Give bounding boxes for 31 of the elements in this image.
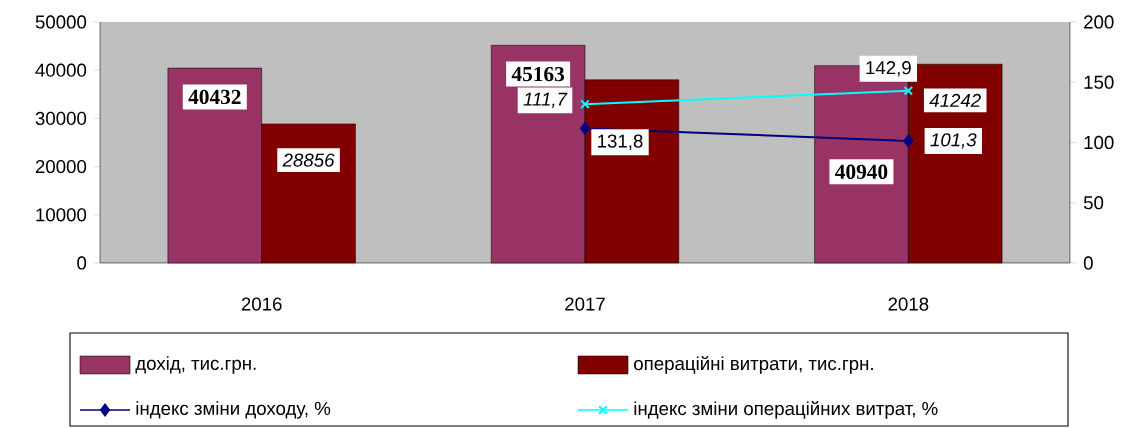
point: [903, 134, 914, 148]
x-tick-label: 2017: [565, 297, 605, 311]
data-label: 28856: [282, 153, 335, 167]
data-label: 101,3: [930, 133, 977, 149]
y2-tick-label: 0: [1083, 256, 1093, 270]
y2-tick-label: 100: [1084, 135, 1114, 150]
legend-label: операційні витрати, тис.грн.: [634, 356, 873, 374]
y-tick-label: 50000: [35, 15, 87, 29]
data-label: 111,7: [523, 92, 568, 108]
y-tick-label: 10000: [36, 208, 87, 222]
data-label: 142,9: [866, 61, 911, 77]
data-label: 41242: [929, 93, 981, 107]
point: [903, 86, 914, 96]
y-tick-label: 20000: [35, 159, 87, 174]
data-label: 40940: [835, 164, 888, 179]
y-tick-label: 40000: [35, 63, 87, 77]
data-label: 40432: [188, 89, 241, 105]
data-label: 131,8: [598, 134, 643, 150]
point: [580, 99, 590, 109]
y2-tick-label: 50: [1083, 196, 1104, 210]
point: [580, 122, 591, 135]
y2-tick-label: 200: [1084, 15, 1114, 29]
y2-tick-label: 150: [1084, 75, 1114, 89]
legend-label: індекс зміни доходу, %: [136, 401, 331, 419]
x-tick-label: 2016: [241, 297, 282, 311]
y-tick-label: 0: [77, 256, 87, 270]
x-tick-label: 2018: [888, 297, 929, 311]
legend-label: індекс зміни операційних витрат, %: [634, 401, 938, 419]
data-label: 45163: [511, 66, 565, 82]
y-tick-label: 30000: [35, 111, 87, 126]
legend-label: дохід, тис.грн.: [135, 356, 256, 374]
